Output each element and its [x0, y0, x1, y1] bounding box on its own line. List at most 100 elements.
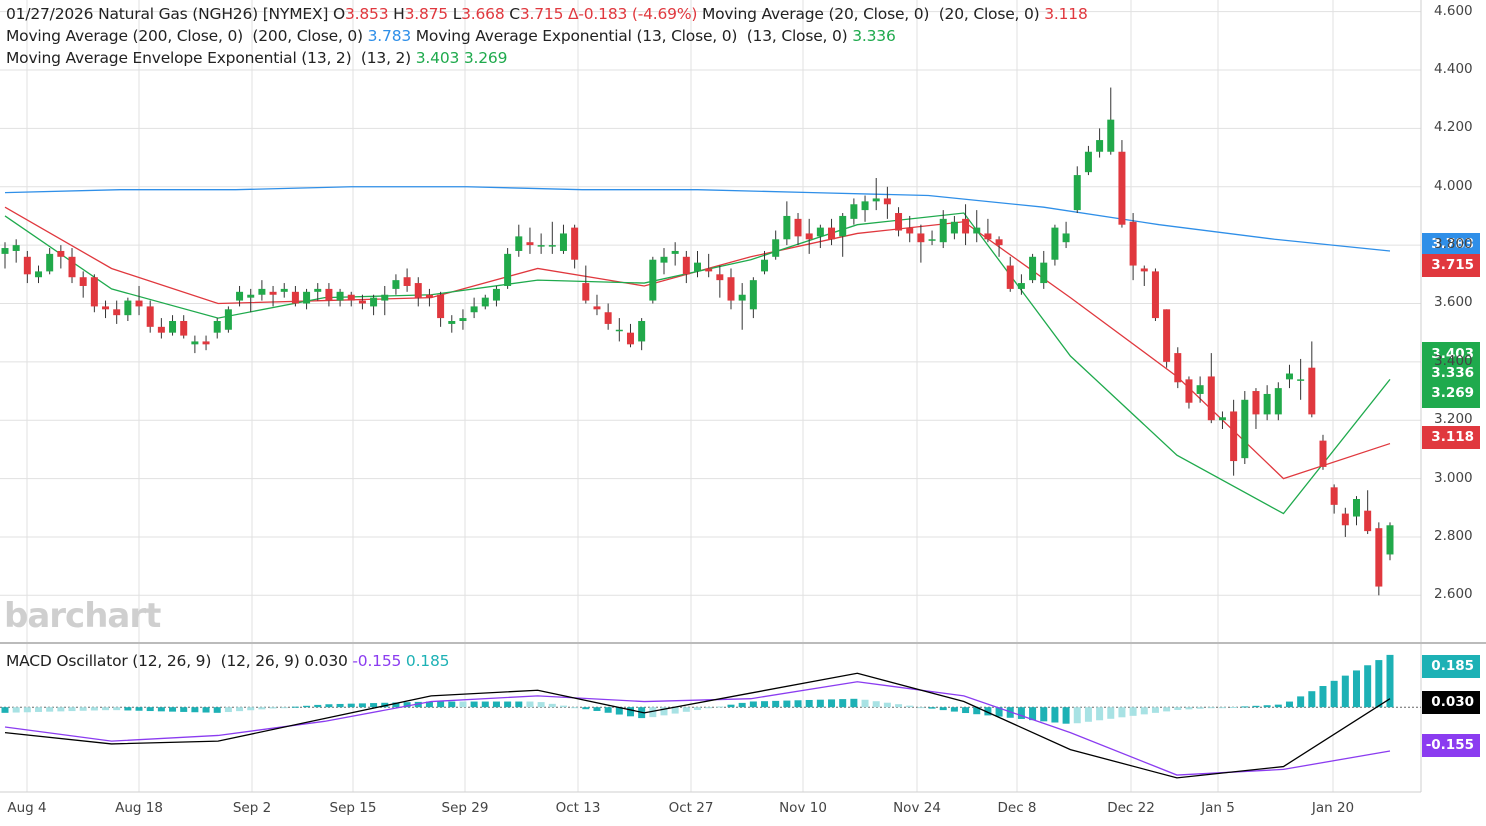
macd-hist-bar: [783, 700, 791, 708]
macd-hist-bar: [213, 707, 221, 713]
ema13-value: 3.336: [852, 27, 896, 45]
x-tick-label: Aug 18: [115, 800, 163, 816]
y-tick-label: 4.000: [1434, 177, 1473, 194]
candle-body: [303, 291, 311, 304]
x-tick-label: Dec 8: [997, 800, 1037, 816]
candle-body: [794, 218, 802, 237]
macd-hist-bar: [459, 701, 467, 708]
candle-body: [537, 245, 545, 247]
candle-body: [191, 341, 199, 345]
macd-hist-bar: [649, 707, 657, 718]
candle-body: [593, 306, 601, 310]
envelope-lower-value: 3.269: [463, 49, 508, 67]
candle-body: [504, 253, 512, 286]
macd-hist-bar: [526, 701, 534, 708]
macd-hist-bar: [169, 707, 177, 712]
ma200-line: [4, 186, 1391, 252]
macd-hist-bar: [280, 707, 288, 709]
candle-body: [1386, 525, 1394, 555]
macd-signal-badge: -0.155: [1422, 734, 1480, 757]
macd-hist-bar: [135, 707, 143, 711]
candle-body: [381, 294, 389, 301]
candle-body: [1319, 440, 1327, 467]
macd-hist-bar: [504, 701, 512, 708]
candle-body: [79, 277, 87, 286]
macd-hist-bar: [1375, 660, 1383, 708]
y-tick-label: 4.400: [1434, 61, 1473, 78]
macd-hist-bar: [46, 707, 54, 712]
candle-body: [604, 312, 612, 324]
macd-hist-bar: [23, 707, 31, 713]
macd-hist-bar: [481, 701, 489, 708]
candle-body: [1330, 487, 1338, 505]
candle-body: [35, 271, 43, 278]
macd-hist-bar: [995, 707, 1003, 717]
candle-body: [984, 233, 992, 240]
macd-hist-bar: [1107, 707, 1115, 719]
y-tick-label: 2.800: [1434, 527, 1473, 544]
macd-hist-bar: [593, 707, 601, 711]
candle-body: [68, 256, 76, 278]
candle-body: [1, 248, 9, 254]
candle-body: [1196, 385, 1204, 394]
candle-body: [1107, 119, 1115, 152]
candle-body: [861, 201, 869, 211]
candle-body: [180, 321, 188, 336]
macd-hist-bar: [113, 707, 121, 711]
candle-body: [962, 218, 970, 234]
candle-body: [1096, 140, 1104, 152]
macd-hist-bar: [1140, 707, 1148, 715]
candle-body: [682, 256, 690, 275]
macd-hist-bar: [1274, 704, 1282, 708]
candle-body: [280, 288, 288, 292]
macd-value: 0.030: [304, 652, 348, 670]
macd-hist-bar: [1218, 707, 1226, 709]
macd-hist-bar: [57, 707, 65, 712]
candle-body: [414, 283, 422, 298]
candle-body: [124, 300, 132, 316]
macd-hist-bar: [861, 699, 869, 708]
macd-hist-bar: [258, 707, 266, 710]
macd-hist-bar: [1352, 670, 1360, 708]
y-tick-label: 3.800: [1434, 236, 1473, 253]
macd-hist-bar: [895, 704, 903, 708]
candle-body: [727, 277, 735, 301]
candle-body: [772, 239, 780, 257]
macd-hist-bar: [962, 707, 970, 714]
macd-hist-bar: [571, 707, 579, 709]
candle-body: [973, 227, 981, 234]
candle-body: [314, 288, 322, 292]
candle-body: [135, 300, 143, 307]
macd-hist-bar: [694, 707, 701, 711]
candle-body: [883, 198, 891, 205]
macd-hist-bar: [1230, 707, 1238, 709]
macd-hist-bar: [626, 707, 634, 717]
macd-hist-bar: [872, 701, 880, 708]
change-value: Δ-0.183 (-4.69%): [567, 5, 698, 23]
y-tick-label: 3.400: [1434, 352, 1473, 369]
ma20-badge: 3.118: [1422, 426, 1480, 449]
candle-body: [906, 227, 914, 234]
macd-hist-bar: [850, 698, 858, 708]
candle-body: [694, 262, 701, 272]
macd-hist-bar: [247, 707, 255, 711]
instrument-label: Natural Gas (NGH26) [NYMEX]: [98, 5, 329, 23]
candle-body: [358, 300, 366, 304]
macd-hist-bar: [291, 706, 299, 708]
macd-hist-bar: [314, 704, 322, 708]
macd-hist-bar: [1207, 707, 1215, 709]
candle-body: [1040, 262, 1048, 284]
candle-body: [90, 277, 98, 307]
candle-body: [615, 329, 623, 332]
candle-body: [660, 256, 668, 263]
candle-body: [437, 294, 445, 319]
candle-body: [1274, 388, 1282, 415]
close-key: C: [509, 5, 520, 23]
candle-body: [1297, 379, 1305, 381]
macd-hist-bar: [1062, 707, 1070, 724]
y-tick-label: 4.200: [1434, 119, 1473, 136]
header-legend-row1: 01/27/2026 Natural Gas (NGH26) [NYMEX] O…: [6, 3, 1088, 25]
candle-body: [839, 215, 847, 237]
macd-hist-bar: [839, 699, 847, 708]
